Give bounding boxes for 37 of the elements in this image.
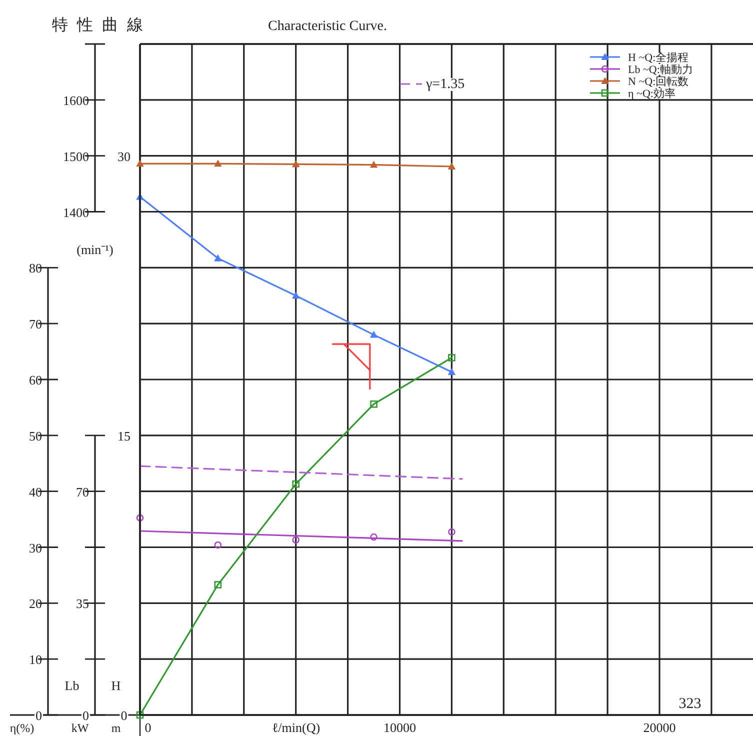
y-tick-label: 1600 xyxy=(63,92,89,108)
y2-tick-label: 15 xyxy=(118,428,130,444)
legend-label: η ~Q:効率 xyxy=(628,87,676,100)
x-tick-label: 20000 xyxy=(643,720,676,735)
y-tick-label: 1400 xyxy=(63,204,89,220)
legend: N ~Q:回転数 xyxy=(590,76,690,88)
text: (min⁻¹) xyxy=(76,242,114,257)
legend-label: γ=1.35 xyxy=(425,77,465,92)
axis-y: 1400 1500 1600 xyxy=(63,43,105,220)
y-tick-label: 80 xyxy=(29,260,42,276)
y3-axis-title: kW xyxy=(71,721,90,735)
y-tick-label: 1500 xyxy=(63,148,89,164)
y2-tick-label: 30 xyxy=(118,148,130,164)
legend-label: N ~Q:回転数 xyxy=(628,76,689,88)
y-tick-label: 70 xyxy=(29,316,42,332)
y3-tick-label: 35 xyxy=(76,596,89,612)
y-axis-title: η(%) xyxy=(10,721,34,735)
legend-label: H ~Q:全揚程 xyxy=(628,52,689,64)
y-tick-label: 20 xyxy=(29,596,42,612)
chart-subtitle: Characteristic Curve. xyxy=(268,19,387,34)
y-tick-label: 0 xyxy=(36,708,42,723)
y-tick-label: 60 xyxy=(29,372,42,388)
y-tick-label: 50 xyxy=(29,428,42,444)
chart-title: 特性曲線 xyxy=(52,16,152,34)
text: Lb xyxy=(64,678,80,693)
y2-tick-label: 0 xyxy=(120,708,128,723)
y-tick-label: 40 xyxy=(29,484,42,500)
y2-axis-title: m xyxy=(111,721,122,735)
y-tick-label: 30 xyxy=(29,540,42,556)
x-tick-label: 10000 xyxy=(383,720,416,735)
y-tick-label: 10 xyxy=(29,652,42,668)
annotation: 323 xyxy=(678,696,702,712)
axis-y: 0 10 20 30 40 50 60 70 80 η(%) xyxy=(10,260,58,735)
x-axis-title: ℓ/min(Q) xyxy=(272,720,320,735)
x-tick-label: 0 xyxy=(144,720,152,735)
legend-label: Lb ~Q:軸動力 xyxy=(628,63,693,76)
text: H xyxy=(111,678,121,693)
